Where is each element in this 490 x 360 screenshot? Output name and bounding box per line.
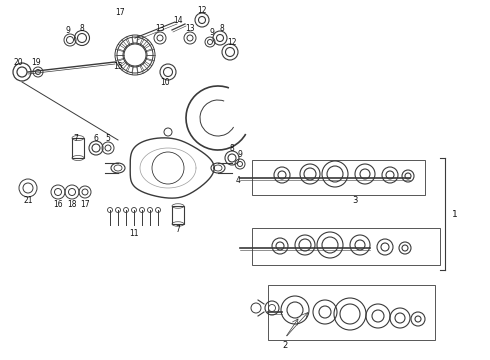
Text: 9: 9 bbox=[238, 149, 243, 158]
Bar bbox=[268, 285, 435, 340]
Text: 21: 21 bbox=[23, 195, 33, 204]
Text: 5: 5 bbox=[105, 134, 110, 143]
Text: 18: 18 bbox=[67, 199, 77, 208]
Text: 2: 2 bbox=[282, 341, 288, 350]
Text: 9: 9 bbox=[210, 27, 215, 36]
Text: 13: 13 bbox=[185, 23, 195, 32]
Text: 8: 8 bbox=[80, 23, 84, 32]
Text: 12: 12 bbox=[197, 5, 207, 14]
Text: 13: 13 bbox=[155, 23, 165, 32]
Text: 6: 6 bbox=[94, 134, 98, 143]
Text: 20: 20 bbox=[13, 58, 23, 67]
Text: 12: 12 bbox=[227, 37, 237, 46]
Text: 1: 1 bbox=[452, 210, 458, 219]
Text: 16: 16 bbox=[53, 199, 63, 208]
Text: 7: 7 bbox=[175, 225, 180, 234]
Text: 4: 4 bbox=[236, 176, 241, 185]
Text: 11: 11 bbox=[129, 229, 139, 238]
Bar bbox=[72, 138, 84, 158]
Text: 14: 14 bbox=[173, 15, 183, 24]
Text: 8: 8 bbox=[230, 144, 234, 153]
Text: 9: 9 bbox=[66, 26, 71, 35]
Bar bbox=[252, 228, 440, 265]
Text: 3: 3 bbox=[352, 195, 358, 204]
Text: 10: 10 bbox=[160, 77, 170, 86]
Text: 19: 19 bbox=[31, 58, 41, 67]
Text: 15: 15 bbox=[113, 62, 123, 71]
Text: 17: 17 bbox=[115, 8, 125, 17]
Bar bbox=[252, 160, 425, 195]
Text: 17: 17 bbox=[80, 199, 90, 208]
Bar bbox=[172, 206, 184, 224]
Text: 7: 7 bbox=[74, 134, 78, 143]
Text: 8: 8 bbox=[220, 23, 224, 32]
